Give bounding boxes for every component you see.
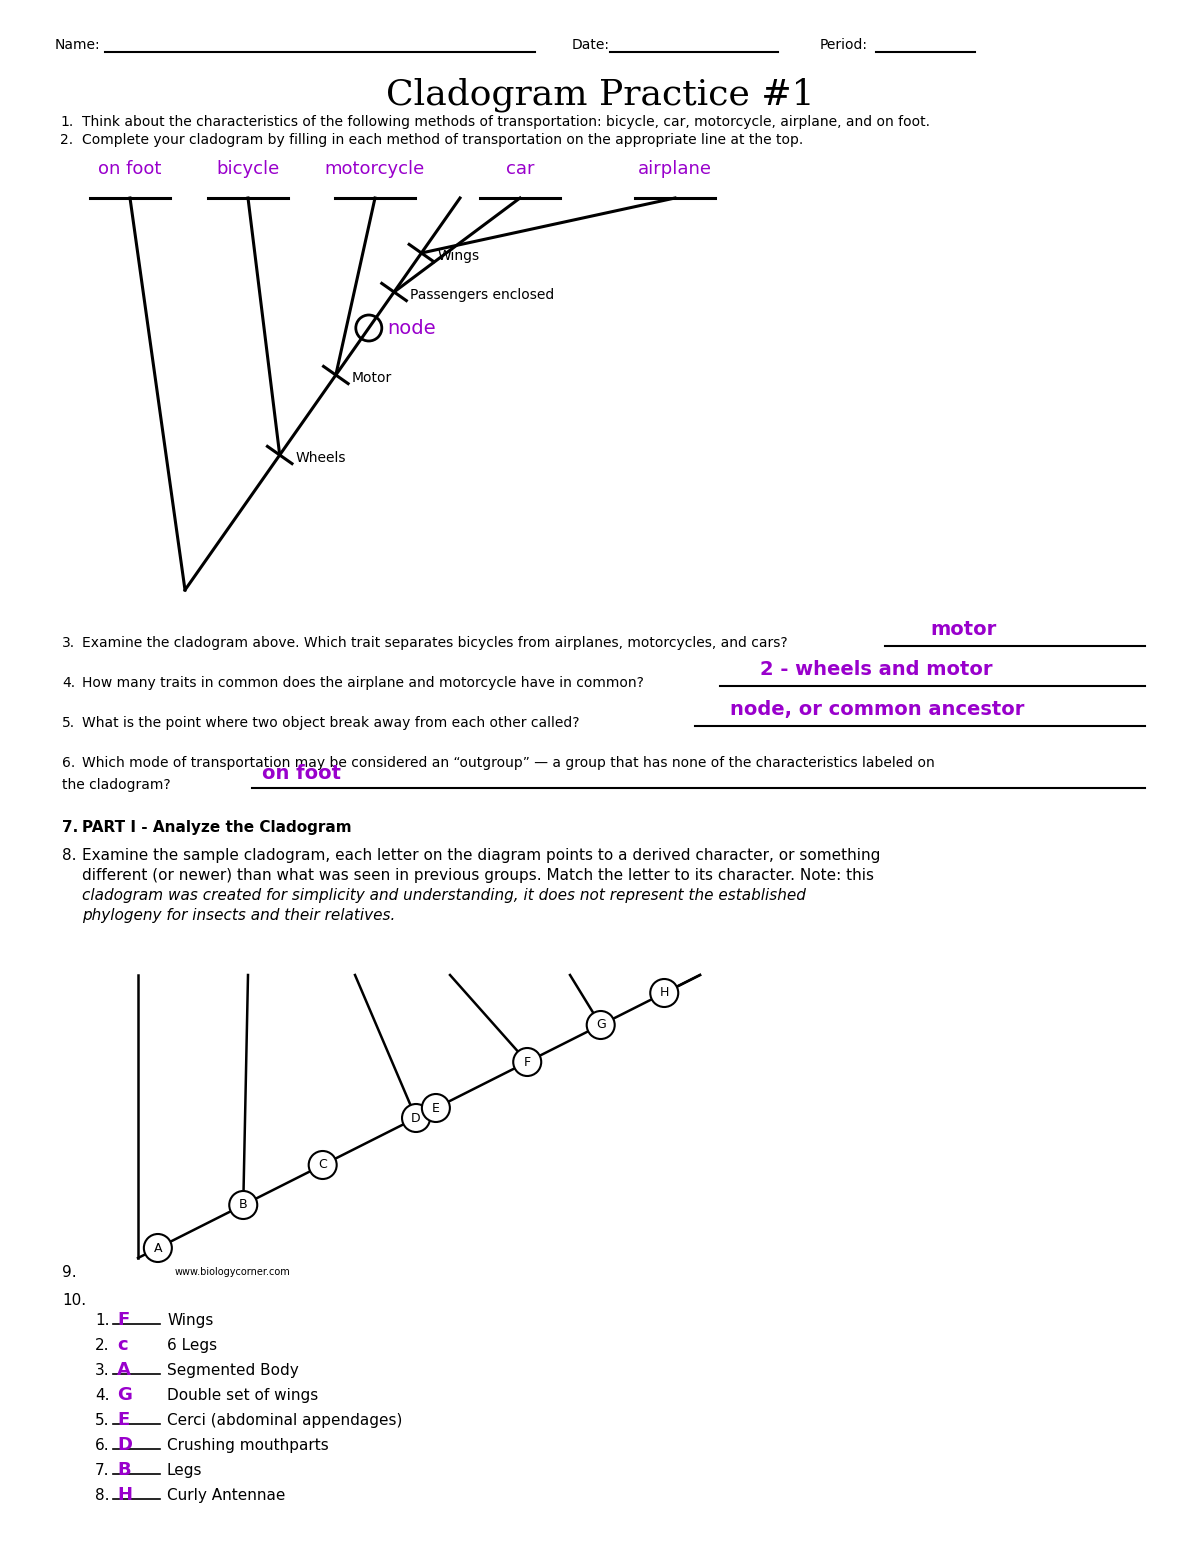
Text: 2 - wheels and motor: 2 - wheels and motor: [760, 660, 992, 679]
Text: D: D: [412, 1112, 421, 1124]
Text: node: node: [386, 318, 436, 337]
Text: 2.: 2.: [60, 134, 73, 148]
Text: Segmented Body: Segmented Body: [167, 1364, 299, 1378]
Text: 6 Legs: 6 Legs: [167, 1339, 217, 1353]
Circle shape: [514, 1048, 541, 1076]
Text: 10.: 10.: [62, 1294, 86, 1308]
Circle shape: [308, 1151, 337, 1179]
Text: A: A: [118, 1360, 131, 1379]
Circle shape: [422, 1093, 450, 1121]
Text: H: H: [660, 986, 668, 1000]
Text: c: c: [118, 1336, 127, 1354]
Text: on foot: on foot: [262, 764, 341, 783]
Circle shape: [650, 978, 678, 1006]
Text: 9.: 9.: [62, 1266, 77, 1280]
Text: 1.: 1.: [60, 115, 73, 129]
Text: 5.: 5.: [62, 716, 76, 730]
Text: www.biologycorner.com: www.biologycorner.com: [175, 1267, 290, 1277]
Circle shape: [402, 1104, 430, 1132]
Text: Examine the cladogram above. Which trait separates bicycles from airplanes, moto: Examine the cladogram above. Which trait…: [82, 637, 787, 651]
Text: E: E: [432, 1101, 440, 1115]
Text: 8.: 8.: [95, 1488, 109, 1503]
Text: Wheels: Wheels: [295, 450, 347, 464]
Text: F: F: [523, 1056, 530, 1068]
Text: Think about the characteristics of the following methods of transportation: bicy: Think about the characteristics of the f…: [82, 115, 930, 129]
Text: node, or common ancestor: node, or common ancestor: [730, 700, 1025, 719]
Circle shape: [144, 1235, 172, 1263]
Text: car: car: [505, 160, 534, 179]
Circle shape: [587, 1011, 614, 1039]
Text: 8.: 8.: [62, 848, 77, 863]
Text: phylogeny for insects and their relatives.: phylogeny for insects and their relative…: [82, 909, 395, 922]
Text: Name:: Name:: [55, 37, 101, 51]
Text: Wings: Wings: [438, 248, 480, 262]
Text: 4.: 4.: [62, 676, 76, 690]
Text: Cerci (abdominal appendages): Cerci (abdominal appendages): [167, 1413, 402, 1429]
Text: Passengers enclosed: Passengers enclosed: [410, 287, 554, 301]
Text: 3.: 3.: [95, 1364, 109, 1378]
Text: Motor: Motor: [352, 371, 392, 385]
Text: G: G: [118, 1385, 132, 1404]
Text: motor: motor: [930, 620, 996, 638]
Text: D: D: [118, 1437, 132, 1454]
Text: How many traits in common does the airplane and motorcycle have in common?: How many traits in common does the airpl…: [82, 676, 644, 690]
Text: Double set of wings: Double set of wings: [167, 1388, 318, 1402]
Text: C: C: [318, 1159, 328, 1171]
Text: E: E: [118, 1412, 130, 1429]
Circle shape: [229, 1191, 257, 1219]
Text: A: A: [154, 1241, 162, 1255]
Text: Crushing mouthparts: Crushing mouthparts: [167, 1438, 329, 1454]
Text: 1.: 1.: [95, 1312, 109, 1328]
Text: H: H: [118, 1486, 132, 1503]
Text: Legs: Legs: [167, 1463, 203, 1478]
Text: Date:: Date:: [572, 37, 610, 51]
Text: What is the point where two object break away from each other called?: What is the point where two object break…: [82, 716, 580, 730]
Text: B: B: [239, 1199, 247, 1211]
Text: 6.: 6.: [95, 1438, 109, 1454]
Text: 7.: 7.: [62, 820, 78, 836]
Text: PART I - Analyze the Cladogram: PART I - Analyze the Cladogram: [82, 820, 352, 836]
Text: Examine the sample cladogram, each letter on the diagram points to a derived cha: Examine the sample cladogram, each lette…: [82, 848, 881, 863]
Text: airplane: airplane: [638, 160, 712, 179]
Text: 3.: 3.: [62, 637, 76, 651]
Text: Wings: Wings: [167, 1312, 214, 1328]
Text: 5.: 5.: [95, 1413, 109, 1429]
Text: on foot: on foot: [98, 160, 162, 179]
Text: F: F: [118, 1311, 130, 1329]
Text: B: B: [118, 1461, 131, 1478]
Text: bicycle: bicycle: [216, 160, 280, 179]
Text: cladogram was created for simplicity and understanding, it does not represent th: cladogram was created for simplicity and…: [82, 888, 806, 902]
Text: Period:: Period:: [820, 37, 868, 51]
Text: Curly Antennae: Curly Antennae: [167, 1488, 286, 1503]
Text: Complete your cladogram by filling in each method of transportation on the appro: Complete your cladogram by filling in ea…: [82, 134, 803, 148]
Text: 4.: 4.: [95, 1388, 109, 1402]
Text: G: G: [596, 1019, 606, 1031]
Text: motorcycle: motorcycle: [325, 160, 425, 179]
Text: 6.: 6.: [62, 756, 76, 770]
Text: Cladogram Practice #1: Cladogram Practice #1: [385, 78, 815, 112]
Text: the cladogram?: the cladogram?: [62, 778, 170, 792]
Text: Which mode of transportation may be considered an “outgroup” — a group that has : Which mode of transportation may be cons…: [82, 756, 935, 770]
Text: 2.: 2.: [95, 1339, 109, 1353]
Text: 7.: 7.: [95, 1463, 109, 1478]
Text: different (or newer) than what was seen in previous groups. Match the letter to : different (or newer) than what was seen …: [82, 868, 874, 884]
